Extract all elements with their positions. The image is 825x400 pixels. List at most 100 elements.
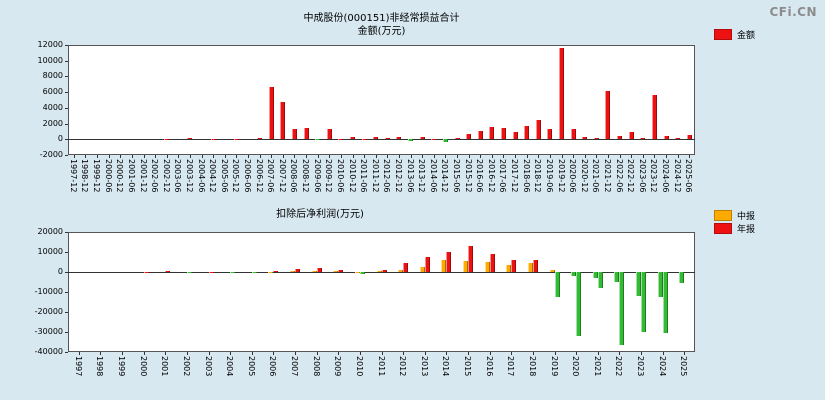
x-tick-label: 1999	[117, 356, 127, 377]
x-tick-label: 2011-12	[370, 159, 380, 193]
x-tick-label: 2021	[592, 356, 602, 377]
y-tick-label: 12000	[37, 40, 63, 49]
x-tick-label: 2017-06	[498, 159, 508, 193]
x-tick-mark	[316, 352, 318, 355]
bar	[295, 268, 300, 272]
x-tick-mark	[489, 352, 491, 355]
legend-row-interim: 中报	[714, 209, 755, 222]
x-tick-mark	[410, 155, 412, 158]
y-tick-label: -20000	[34, 307, 63, 316]
bar	[547, 129, 553, 140]
annual-legend-swatch	[714, 223, 732, 234]
x-tick-mark	[306, 155, 307, 158]
y-tick-label: -2000	[39, 150, 63, 159]
y-tick-mark	[65, 45, 68, 46]
x-tick-mark	[607, 155, 609, 158]
y-tick-label: 10000	[37, 56, 63, 65]
x-tick-label: 2011-06	[359, 159, 369, 193]
x-tick-mark	[120, 155, 122, 158]
x-tick-label: 2025	[679, 356, 689, 377]
x-tick-mark	[186, 352, 188, 355]
x-tick-label: 2020-12	[579, 159, 589, 193]
x-tick-mark	[359, 352, 361, 355]
x-tick-mark	[271, 155, 273, 158]
x-tick-label: 2024	[657, 356, 667, 377]
x-tick-mark	[201, 155, 203, 158]
y-tick-label: 10000	[37, 247, 63, 256]
x-tick-label: 2023-12	[649, 159, 659, 193]
bar	[592, 272, 598, 278]
bar	[373, 136, 379, 140]
x-tick-label: 2005-12	[231, 159, 241, 193]
x-tick-label: 2001	[160, 356, 170, 377]
chart2-legend: 中报 年报	[714, 209, 755, 235]
bar	[640, 137, 646, 140]
x-tick-label: 2013-12	[417, 159, 427, 193]
interim-legend-swatch	[714, 210, 732, 221]
bar	[617, 136, 622, 140]
bar	[484, 262, 490, 272]
x-tick-label: 2008	[311, 356, 321, 377]
x-tick-label: 2002-06	[150, 159, 160, 193]
x-tick-mark	[131, 155, 133, 158]
x-tick-mark	[381, 352, 383, 355]
x-tick-label: 2003	[203, 356, 213, 377]
x-tick-label: 2025-06	[684, 159, 694, 193]
bar	[354, 271, 360, 273]
bar	[651, 94, 657, 140]
x-tick-label: 2009	[333, 356, 343, 377]
bar	[361, 138, 367, 140]
bar	[524, 125, 530, 140]
bar	[500, 128, 506, 140]
x-tick-mark	[642, 155, 644, 158]
bar	[628, 132, 634, 140]
y-tick-label: 6000	[42, 87, 63, 96]
x-tick-label: 2007	[290, 356, 299, 377]
x-tick-mark	[251, 352, 253, 355]
x-tick-mark	[689, 155, 691, 158]
bar	[350, 137, 355, 140]
x-tick-label: 2000	[138, 356, 148, 377]
x-tick-mark	[340, 155, 342, 158]
zero-line	[68, 272, 695, 273]
bar	[549, 270, 555, 272]
x-tick-label: 2017	[506, 356, 516, 377]
bar	[396, 136, 402, 140]
y-tick-label: 4000	[42, 103, 63, 112]
bar	[463, 261, 468, 272]
bar	[164, 138, 170, 140]
x-tick-label: 2017-12	[510, 159, 519, 193]
x-tick-label: 2018-12	[533, 159, 543, 193]
x-tick-label: 2012-12	[393, 159, 403, 193]
bar	[187, 138, 193, 140]
x-tick-mark	[85, 155, 87, 158]
x-tick-mark	[515, 155, 516, 158]
x-tick-mark	[424, 352, 426, 355]
bar	[593, 138, 599, 140]
x-tick-mark	[294, 155, 296, 158]
x-tick-label: 2003-12	[184, 159, 194, 193]
x-tick-mark	[143, 352, 145, 355]
bar	[582, 136, 588, 140]
bar	[403, 263, 409, 272]
bar	[512, 132, 518, 140]
x-tick-label: 2004-12	[208, 159, 218, 193]
x-tick-label: 2023-06	[637, 159, 647, 193]
x-tick-label: 2002	[181, 356, 191, 377]
bar	[311, 270, 317, 272]
legend-row-amount: 金额	[714, 28, 755, 41]
x-tick-mark	[398, 155, 400, 158]
y-tick-mark	[65, 76, 68, 77]
x-tick-label: 2007-12	[277, 159, 287, 193]
bar	[640, 272, 646, 332]
x-tick-label: 1998-12	[80, 159, 90, 193]
x-tick-mark	[403, 352, 405, 355]
x-tick-label: 2009-12	[324, 159, 334, 193]
x-tick-mark	[446, 352, 448, 355]
bar	[268, 271, 274, 273]
x-tick-mark	[100, 352, 102, 355]
x-tick-mark	[97, 155, 98, 158]
bar	[477, 130, 483, 140]
amount-legend-label: 金额	[737, 31, 756, 41]
x-tick-label: 2014-06	[428, 159, 438, 193]
